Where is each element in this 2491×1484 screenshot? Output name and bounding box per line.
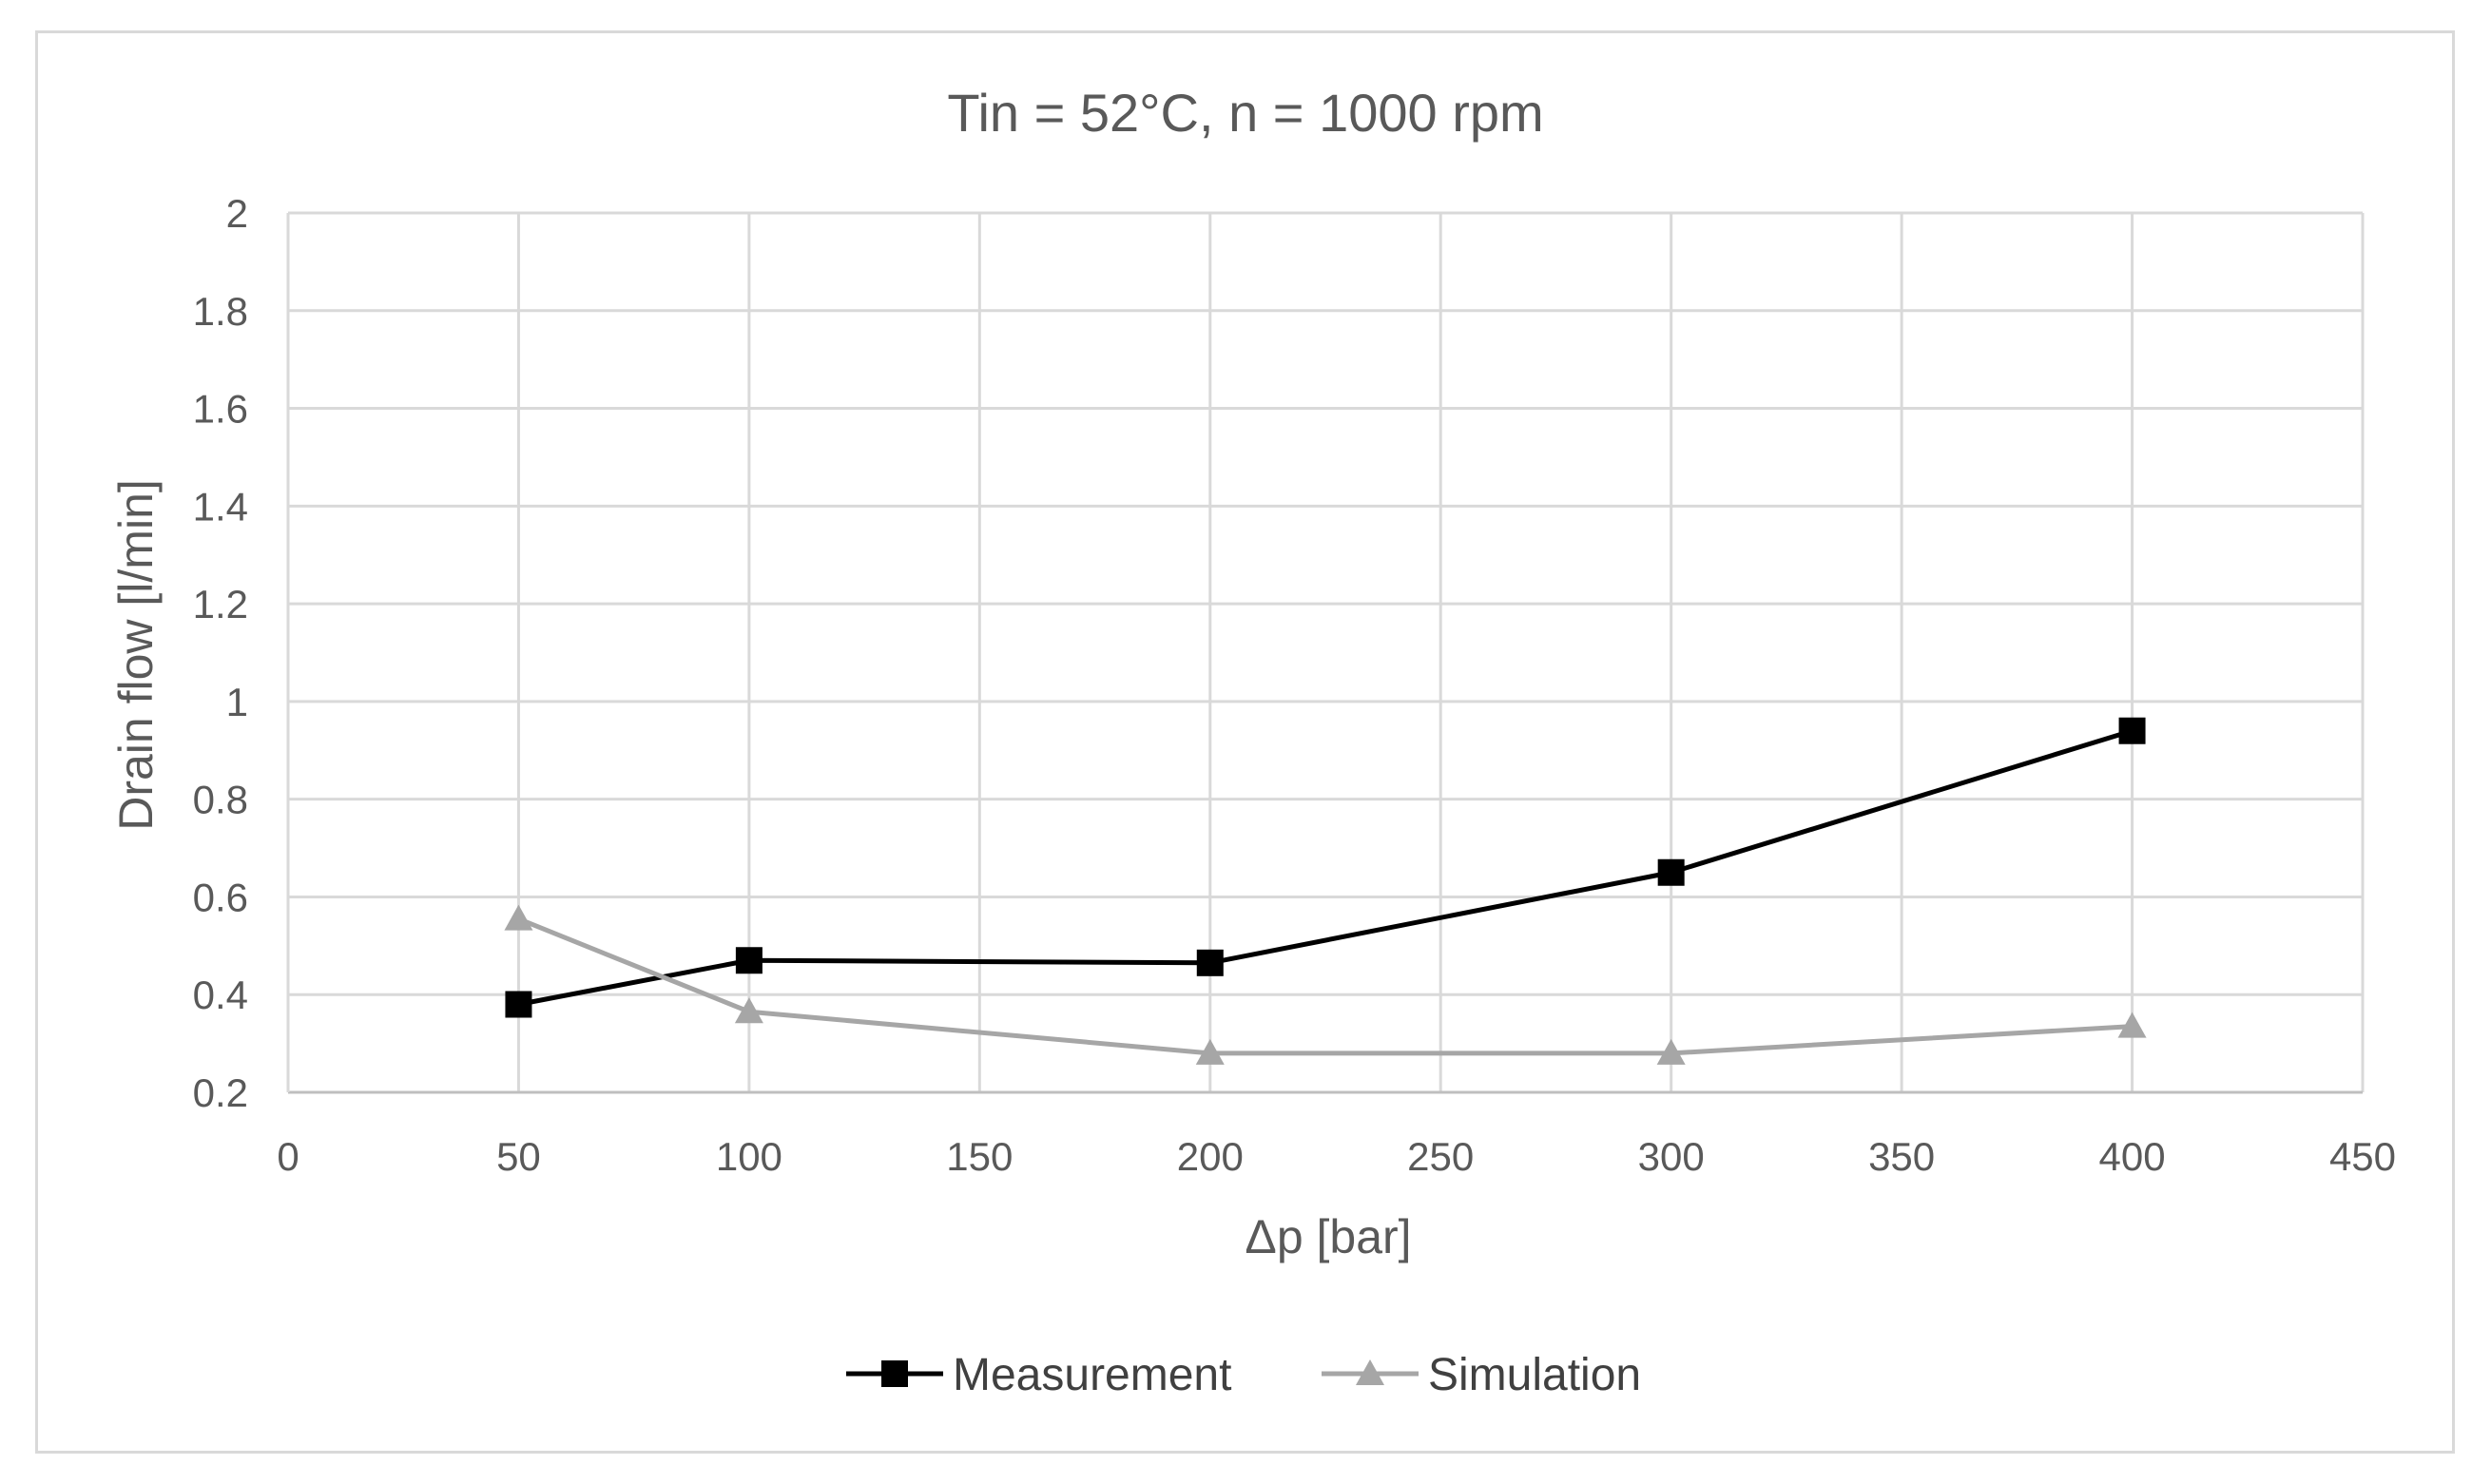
y-tick-label: 1.8	[193, 289, 248, 334]
simulation-point	[2117, 1012, 2147, 1038]
x-tick-label: 200	[1177, 1134, 1244, 1179]
series	[504, 717, 2147, 1065]
y-tick-label: 1.6	[193, 387, 248, 432]
simulation-point	[734, 997, 763, 1024]
legend-simulation-label: Simulation	[1428, 1350, 1641, 1400]
legend-item-measurement: Measurement	[846, 1350, 1231, 1400]
x-tick-label: 0	[277, 1134, 299, 1179]
measurement-point	[1196, 949, 1224, 976]
y-tick-label: 0.6	[193, 875, 248, 919]
simulation-point	[1195, 1038, 1225, 1065]
x-axis-title: Δp [bar]	[1245, 1210, 1411, 1263]
x-tick-label: 300	[1638, 1134, 1705, 1179]
chart-title: Tin = 52°C, n = 1000 rpm	[947, 83, 1543, 143]
legend-measurement-label: Measurement	[953, 1350, 1231, 1400]
legend-simulation-marker	[1356, 1359, 1384, 1385]
legend-item-simulation: Simulation	[1322, 1350, 1641, 1400]
tick-labels: 0 50 100 150 200 250 300 350 400 450 0.2 0.4 0.6 0.8 1…	[193, 191, 2396, 1179]
y-tick-label: 2	[226, 191, 248, 236]
y-tick-label: 0.8	[193, 778, 248, 822]
simulation-point	[504, 904, 533, 931]
measurement-point	[1657, 858, 1685, 886]
y-axis-title: Drain flow [l/min]	[109, 479, 163, 831]
y-tick-label: 0.4	[193, 973, 248, 1017]
legend: Measurement Simulation	[846, 1350, 1641, 1400]
chart-frame	[35, 30, 2455, 1454]
x-tick-label: 50	[496, 1134, 541, 1179]
x-tick-label: 350	[1868, 1134, 1935, 1179]
measurement-point	[735, 947, 763, 974]
x-tick-label: 150	[946, 1134, 1013, 1179]
measurement-point	[2118, 717, 2146, 744]
x-tick-label: 450	[2329, 1134, 2396, 1179]
measurement-point	[505, 991, 532, 1018]
axes	[286, 213, 2363, 1094]
x-tick-label: 250	[1407, 1134, 1474, 1179]
y-tick-label: 1.4	[193, 484, 248, 529]
x-tick-label: 100	[716, 1134, 782, 1179]
y-tick-label: 1	[226, 680, 248, 724]
series-simulation	[504, 904, 2147, 1065]
x-tick-label: 400	[2099, 1134, 2166, 1179]
y-tick-label: 1.2	[193, 582, 248, 626]
y-tick-label: 0.2	[193, 1070, 248, 1115]
series-measurement	[505, 717, 2146, 1018]
legend-measurement-marker	[881, 1360, 908, 1387]
simulation-point	[1656, 1038, 1686, 1065]
grid	[288, 211, 2365, 1092]
